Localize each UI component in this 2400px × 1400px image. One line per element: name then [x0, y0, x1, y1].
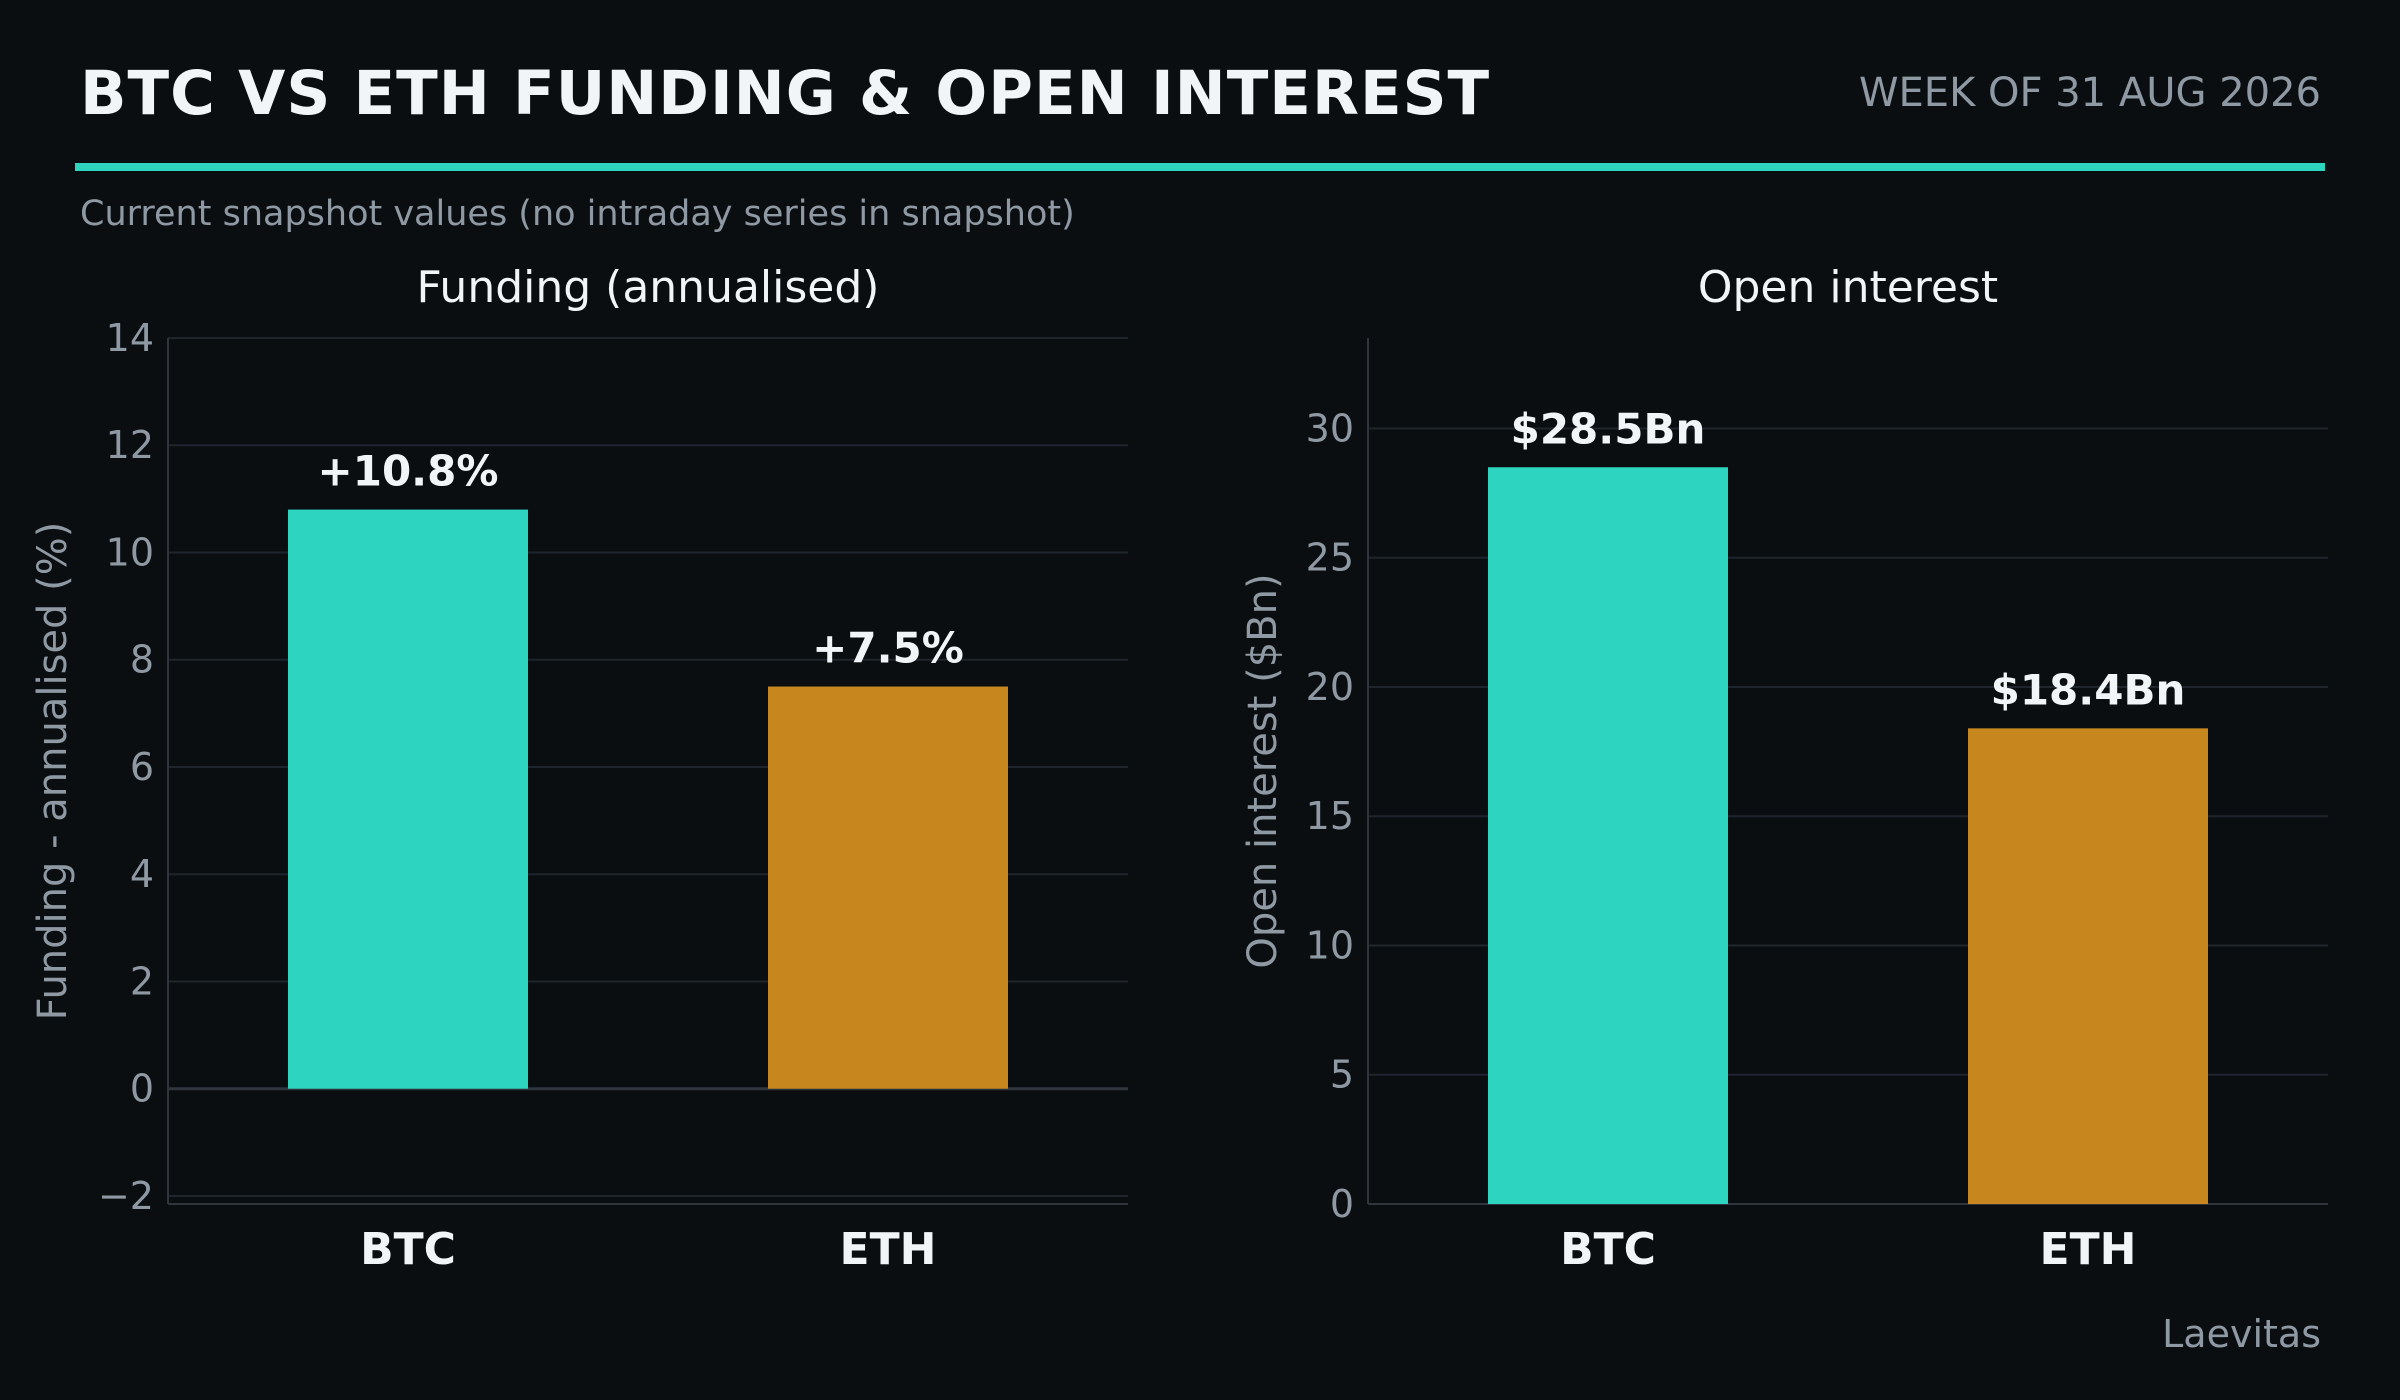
y-tick-label: 2: [130, 959, 154, 1003]
x-tick-label: ETH: [2040, 1224, 2137, 1275]
y-tick-label: 4: [130, 852, 154, 896]
header-divider: [75, 163, 2325, 171]
y-tick-label: 8: [130, 638, 154, 682]
x-tick-label: BTC: [360, 1224, 456, 1275]
bar-value-label: $28.5Bn: [1511, 404, 1706, 453]
y-tick-label: 25: [1306, 536, 1354, 580]
y-tick-label: 0: [1330, 1182, 1354, 1226]
y-tick-label: 15: [1306, 794, 1354, 838]
x-tick-label: BTC: [1560, 1224, 1656, 1275]
bar-btc: [1488, 467, 1728, 1204]
open-interest-chart: 0 5 10 15 20 25 30 $28.5Bn BTC $18.4Bn ETH Open int…: [1240, 262, 2328, 1275]
funding-chart: −2 0 2 4 6 8 10 12 14 +10.8% BTC +7.5% ETH Funding (a…: [30, 262, 1128, 1275]
y-tick-label: 6: [130, 745, 154, 789]
y-tick-label: 30: [1306, 406, 1354, 450]
bar-value-label: +10.8%: [318, 447, 499, 496]
y-tick-label: 20: [1306, 665, 1354, 709]
chart-title: Funding (annualised): [417, 262, 880, 313]
bar-btc: [288, 509, 528, 1089]
y-tick-label: 10: [1306, 923, 1354, 967]
x-tick-label: ETH: [840, 1224, 937, 1275]
page-title: BTC VS ETH FUNDING & OPEN INTEREST: [80, 58, 1491, 129]
y-tick-label: 5: [1330, 1053, 1354, 1097]
y-axis-label: Open interest ($Bn): [1240, 573, 1286, 968]
page-subtitle: Current snapshot values (no intraday ser…: [80, 194, 1075, 234]
bar-eth: [1968, 728, 2208, 1204]
source-label: Laevitas: [2162, 1312, 2321, 1356]
bar-eth: [768, 686, 1008, 1089]
y-tick-label: 0: [130, 1067, 154, 1111]
y-tick-label: 10: [106, 530, 154, 574]
week-label: WEEK OF 31 AUG 2026: [1858, 70, 2321, 116]
y-tick-label: −2: [98, 1174, 154, 1218]
y-tick-label: 12: [106, 423, 154, 467]
chart-title: Open interest: [1698, 262, 1998, 313]
y-axis-label: Funding - annualised (%): [30, 522, 76, 1021]
bar-value-label: +7.5%: [812, 624, 964, 673]
y-tick-label: 14: [106, 316, 154, 360]
bar-value-label: $18.4Bn: [1991, 665, 2186, 714]
